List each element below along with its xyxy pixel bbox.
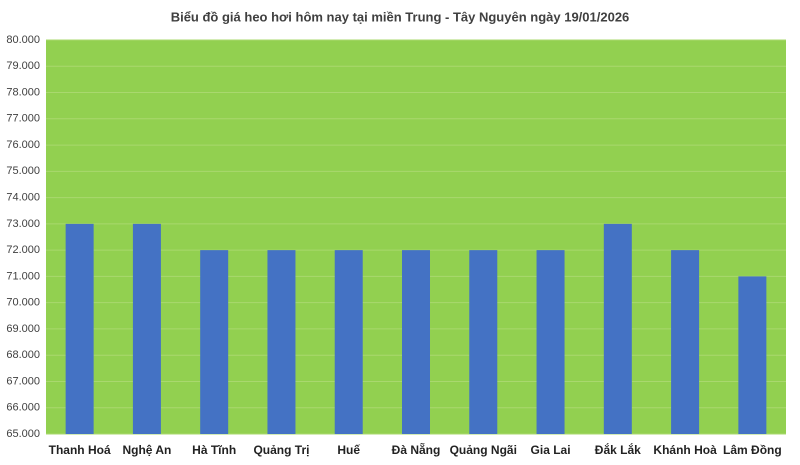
x-tick-label: Quảng Ngãi: [450, 443, 517, 457]
x-tick-label: Hà Tĩnh: [192, 443, 236, 457]
chart-title: Biểu đồ giá heo hơi hôm nay tại miền Tru…: [171, 9, 630, 24]
y-tick-label: 65.000: [6, 428, 40, 440]
bar: [132, 223, 161, 434]
x-tick-label: Huế: [337, 443, 360, 457]
y-tick-label: 75.000: [6, 165, 40, 177]
x-tick-label: Gia Lai: [531, 443, 571, 457]
bar: [334, 250, 363, 434]
y-tick-label: 78.000: [6, 86, 40, 98]
x-tick-label: Thanh Hoá: [49, 443, 111, 457]
y-tick-label: 69.000: [6, 323, 40, 335]
y-tick-label: 70.000: [6, 297, 40, 309]
y-tick-label: 67.000: [6, 375, 40, 387]
y-tick-label: 68.000: [6, 349, 40, 361]
y-tick-label: 66.000: [6, 402, 40, 414]
x-tick-label: Đà Nẵng: [392, 442, 441, 457]
bar: [200, 250, 229, 434]
x-tick-label: Nghệ An: [122, 443, 171, 457]
bar: [603, 223, 632, 434]
y-tick-label: 77.000: [6, 113, 40, 125]
y-tick-label: 71.000: [6, 270, 40, 282]
y-tick-label: 80.000: [6, 34, 40, 46]
y-tick-label: 72.000: [6, 244, 40, 256]
x-tick-label: Khánh Hoà: [653, 443, 717, 457]
bar: [671, 250, 700, 434]
bar: [738, 276, 767, 434]
x-tick-label: Đắk Lắk: [595, 442, 641, 457]
y-tick-label: 76.000: [6, 139, 40, 151]
bar: [469, 250, 498, 434]
x-tick-label: Lâm Đồng: [723, 443, 782, 457]
y-tick-label: 79.000: [6, 60, 40, 72]
bar: [65, 223, 94, 434]
y-tick-label: 74.000: [6, 192, 40, 204]
bar: [402, 250, 430, 434]
x-tick-label: Quảng Trị: [253, 443, 309, 457]
y-tick-label: 73.000: [6, 218, 40, 230]
bar: [536, 250, 565, 434]
bar: [267, 250, 296, 434]
